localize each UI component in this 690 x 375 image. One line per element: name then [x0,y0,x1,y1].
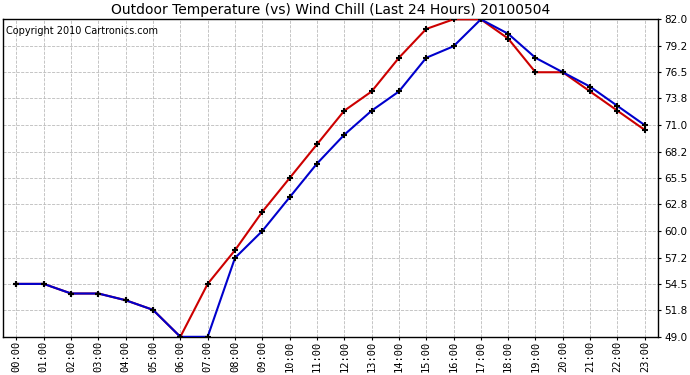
Title: Outdoor Temperature (vs) Wind Chill (Last 24 Hours) 20100504: Outdoor Temperature (vs) Wind Chill (Las… [111,3,550,17]
Text: Copyright 2010 Cartronics.com: Copyright 2010 Cartronics.com [6,26,158,36]
